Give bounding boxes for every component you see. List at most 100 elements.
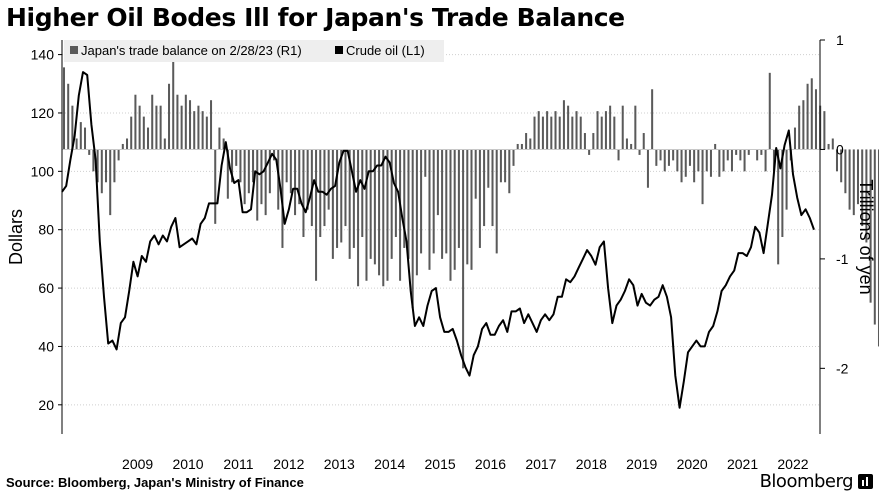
trade-balance-bar (575, 111, 578, 150)
trade-balance-bar (264, 149, 267, 216)
trade-balance-bar (714, 143, 717, 150)
trade-balance-bar (449, 149, 452, 281)
trade-balance-bar (722, 149, 725, 172)
trade-balance-bar (298, 149, 301, 205)
x-tick-label: 2022 (777, 456, 808, 472)
trade-balance-bar (424, 149, 427, 177)
trade-balance-bar (583, 133, 586, 150)
source-note: Source: Bloomberg, Japan's Ministry of F… (6, 475, 304, 490)
trade-balance-bar (386, 149, 389, 281)
trade-balance-bar (617, 149, 620, 161)
trade-balance-bar (96, 149, 99, 183)
trade-balance-bar (537, 111, 540, 150)
trade-balance-bar (252, 149, 255, 183)
trade-balance-bar (844, 149, 847, 194)
trade-balance-bar (726, 149, 729, 161)
trade-balance-bar (835, 149, 838, 172)
trade-balance-bar (520, 143, 523, 150)
trade-balance-bar (256, 149, 259, 221)
x-tick-label: 2016 (475, 456, 506, 472)
trade-balance-bar (100, 149, 103, 194)
trade-balance-bar (730, 149, 733, 172)
trade-balance-bar (184, 94, 187, 150)
trade-balance-bar (739, 149, 742, 161)
trade-balance-bar (571, 116, 574, 150)
trade-balance-bar (840, 149, 843, 183)
trade-balance-bar (268, 149, 271, 194)
trade-balance-bar (588, 149, 591, 155)
trade-balance-bar (567, 105, 570, 150)
right-tick-label: -2 (836, 360, 849, 376)
legend-label-trade-balance: Japan's trade balance on 2/28/23 (R1) (81, 43, 302, 58)
trade-balance-bar (609, 105, 612, 150)
legend-swatch-trade-balance (70, 46, 78, 54)
trade-balance-bar (672, 149, 675, 161)
trade-balance-bar (659, 149, 662, 161)
trade-balance-bar (684, 149, 687, 177)
trade-balance-bar (239, 149, 242, 183)
trade-balance-bar (168, 83, 171, 150)
trade-balance-bar (831, 138, 834, 150)
x-tick-label: 2019 (626, 456, 657, 472)
trade-balance-bar (495, 149, 498, 254)
trade-balance-bar (147, 127, 150, 150)
right-tick-label: 0 (836, 141, 844, 157)
trade-balance-bar (319, 149, 322, 237)
chart-title: Higher Oil Bodes Ill for Japan's Trade B… (6, 3, 625, 32)
trade-balance-bar (155, 105, 158, 150)
trade-balance-bar (596, 111, 599, 150)
x-tick-label: 2010 (172, 456, 203, 472)
trade-balance-bar (642, 133, 645, 150)
trade-balance-bar (806, 83, 809, 150)
trade-balance-bar (604, 111, 607, 150)
trade-balance-bar (126, 138, 129, 150)
trade-balance-bar (592, 133, 595, 150)
x-tick-label: 2009 (122, 456, 153, 472)
trade-balance-bar (222, 138, 225, 150)
trade-balance-bar (302, 149, 305, 237)
trade-balance-bar (420, 149, 423, 254)
trade-balance-bar (331, 149, 334, 259)
trade-balance-bar (756, 149, 759, 161)
trade-balance-bar (151, 94, 154, 150)
trade-balance-bar (83, 127, 87, 150)
trade-balance-bar (600, 116, 603, 150)
trade-balance-bar (621, 105, 624, 150)
trade-balance-bar (764, 149, 767, 172)
x-tick-label: 2012 (273, 456, 304, 472)
trade-balance-bar (533, 116, 536, 150)
left-tick-label: 140 (31, 47, 55, 63)
trade-balance-bar (873, 149, 876, 325)
trade-balance-bar (781, 149, 784, 237)
trade-balance-bar (294, 149, 297, 216)
trade-balance-bar (814, 89, 817, 150)
bloomberg-chart-icon (858, 474, 873, 489)
trade-balance-bar (562, 100, 565, 150)
trade-balance-bar (483, 149, 486, 227)
trade-balance-bar (218, 127, 221, 150)
trade-balance-bar (210, 100, 213, 150)
trade-balance-bar (768, 72, 771, 150)
x-tick-label: 2014 (374, 456, 405, 472)
trade-balance-bar (760, 149, 763, 155)
trade-balance-bar (856, 149, 860, 205)
trade-balance-bar (352, 149, 355, 248)
trade-balance-bar (541, 116, 544, 150)
trade-balance-bar (793, 127, 796, 150)
trade-balance-bar (718, 149, 721, 177)
trade-balance-bar (340, 149, 343, 243)
trade-balance-bar (441, 149, 444, 259)
trade-balance-bar (71, 105, 74, 150)
trade-balance-bar (869, 149, 872, 303)
trade-balance-bar (634, 105, 637, 150)
trade-balance-bar (62, 67, 66, 150)
trade-balance-bar (735, 149, 738, 155)
x-tick-label: 2020 (677, 456, 708, 472)
trade-balance-bar (613, 116, 616, 150)
trade-balance-bar (197, 105, 200, 150)
trade-balance-bar (159, 105, 162, 150)
trade-balance-bar (499, 149, 502, 183)
trade-balance-bar (176, 94, 179, 150)
trade-balance-bar (432, 149, 435, 254)
